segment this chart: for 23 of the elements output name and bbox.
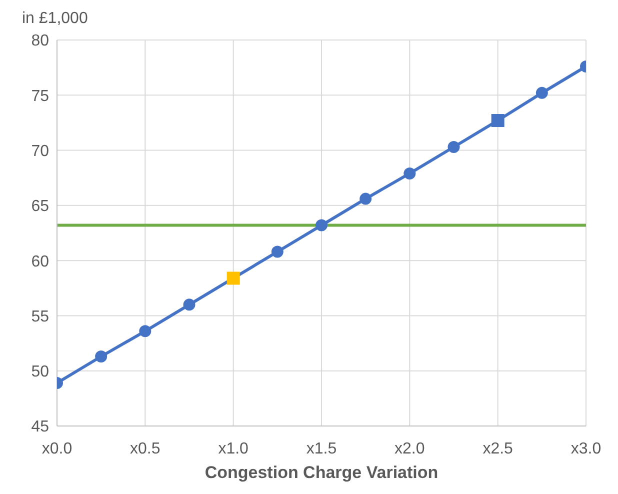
x-tick-label: x2.0 bbox=[394, 440, 425, 458]
point bbox=[271, 246, 284, 258]
x-axis-title: Congestion Charge Variation bbox=[204, 463, 438, 482]
y-tick-label: 70 bbox=[31, 142, 50, 160]
y-tick-label: 80 bbox=[31, 32, 50, 50]
x-tick-label: x0.5 bbox=[130, 440, 160, 458]
y-tick-label: 55 bbox=[31, 308, 50, 326]
point bbox=[404, 167, 416, 180]
x-tick-label: x0.0 bbox=[42, 440, 72, 458]
y-tick-label: 65 bbox=[31, 198, 50, 216]
point bbox=[360, 192, 372, 205]
x-tick-label: x1.5 bbox=[306, 440, 337, 458]
y-tick-label: 50 bbox=[31, 364, 50, 381]
y-tick-label: 75 bbox=[31, 88, 50, 105]
y-tick-label: 60 bbox=[31, 253, 50, 270]
y-tick-label: 45 bbox=[31, 418, 50, 436]
point bbox=[448, 140, 460, 153]
point bbox=[316, 219, 328, 232]
x-tick-label: x3.0 bbox=[570, 440, 602, 458]
x-tick-label: x2.5 bbox=[482, 440, 514, 458]
point bbox=[536, 86, 548, 99]
y-axis-title: in £1,000 bbox=[22, 10, 88, 28]
x-tick-label: x1.0 bbox=[218, 440, 249, 458]
